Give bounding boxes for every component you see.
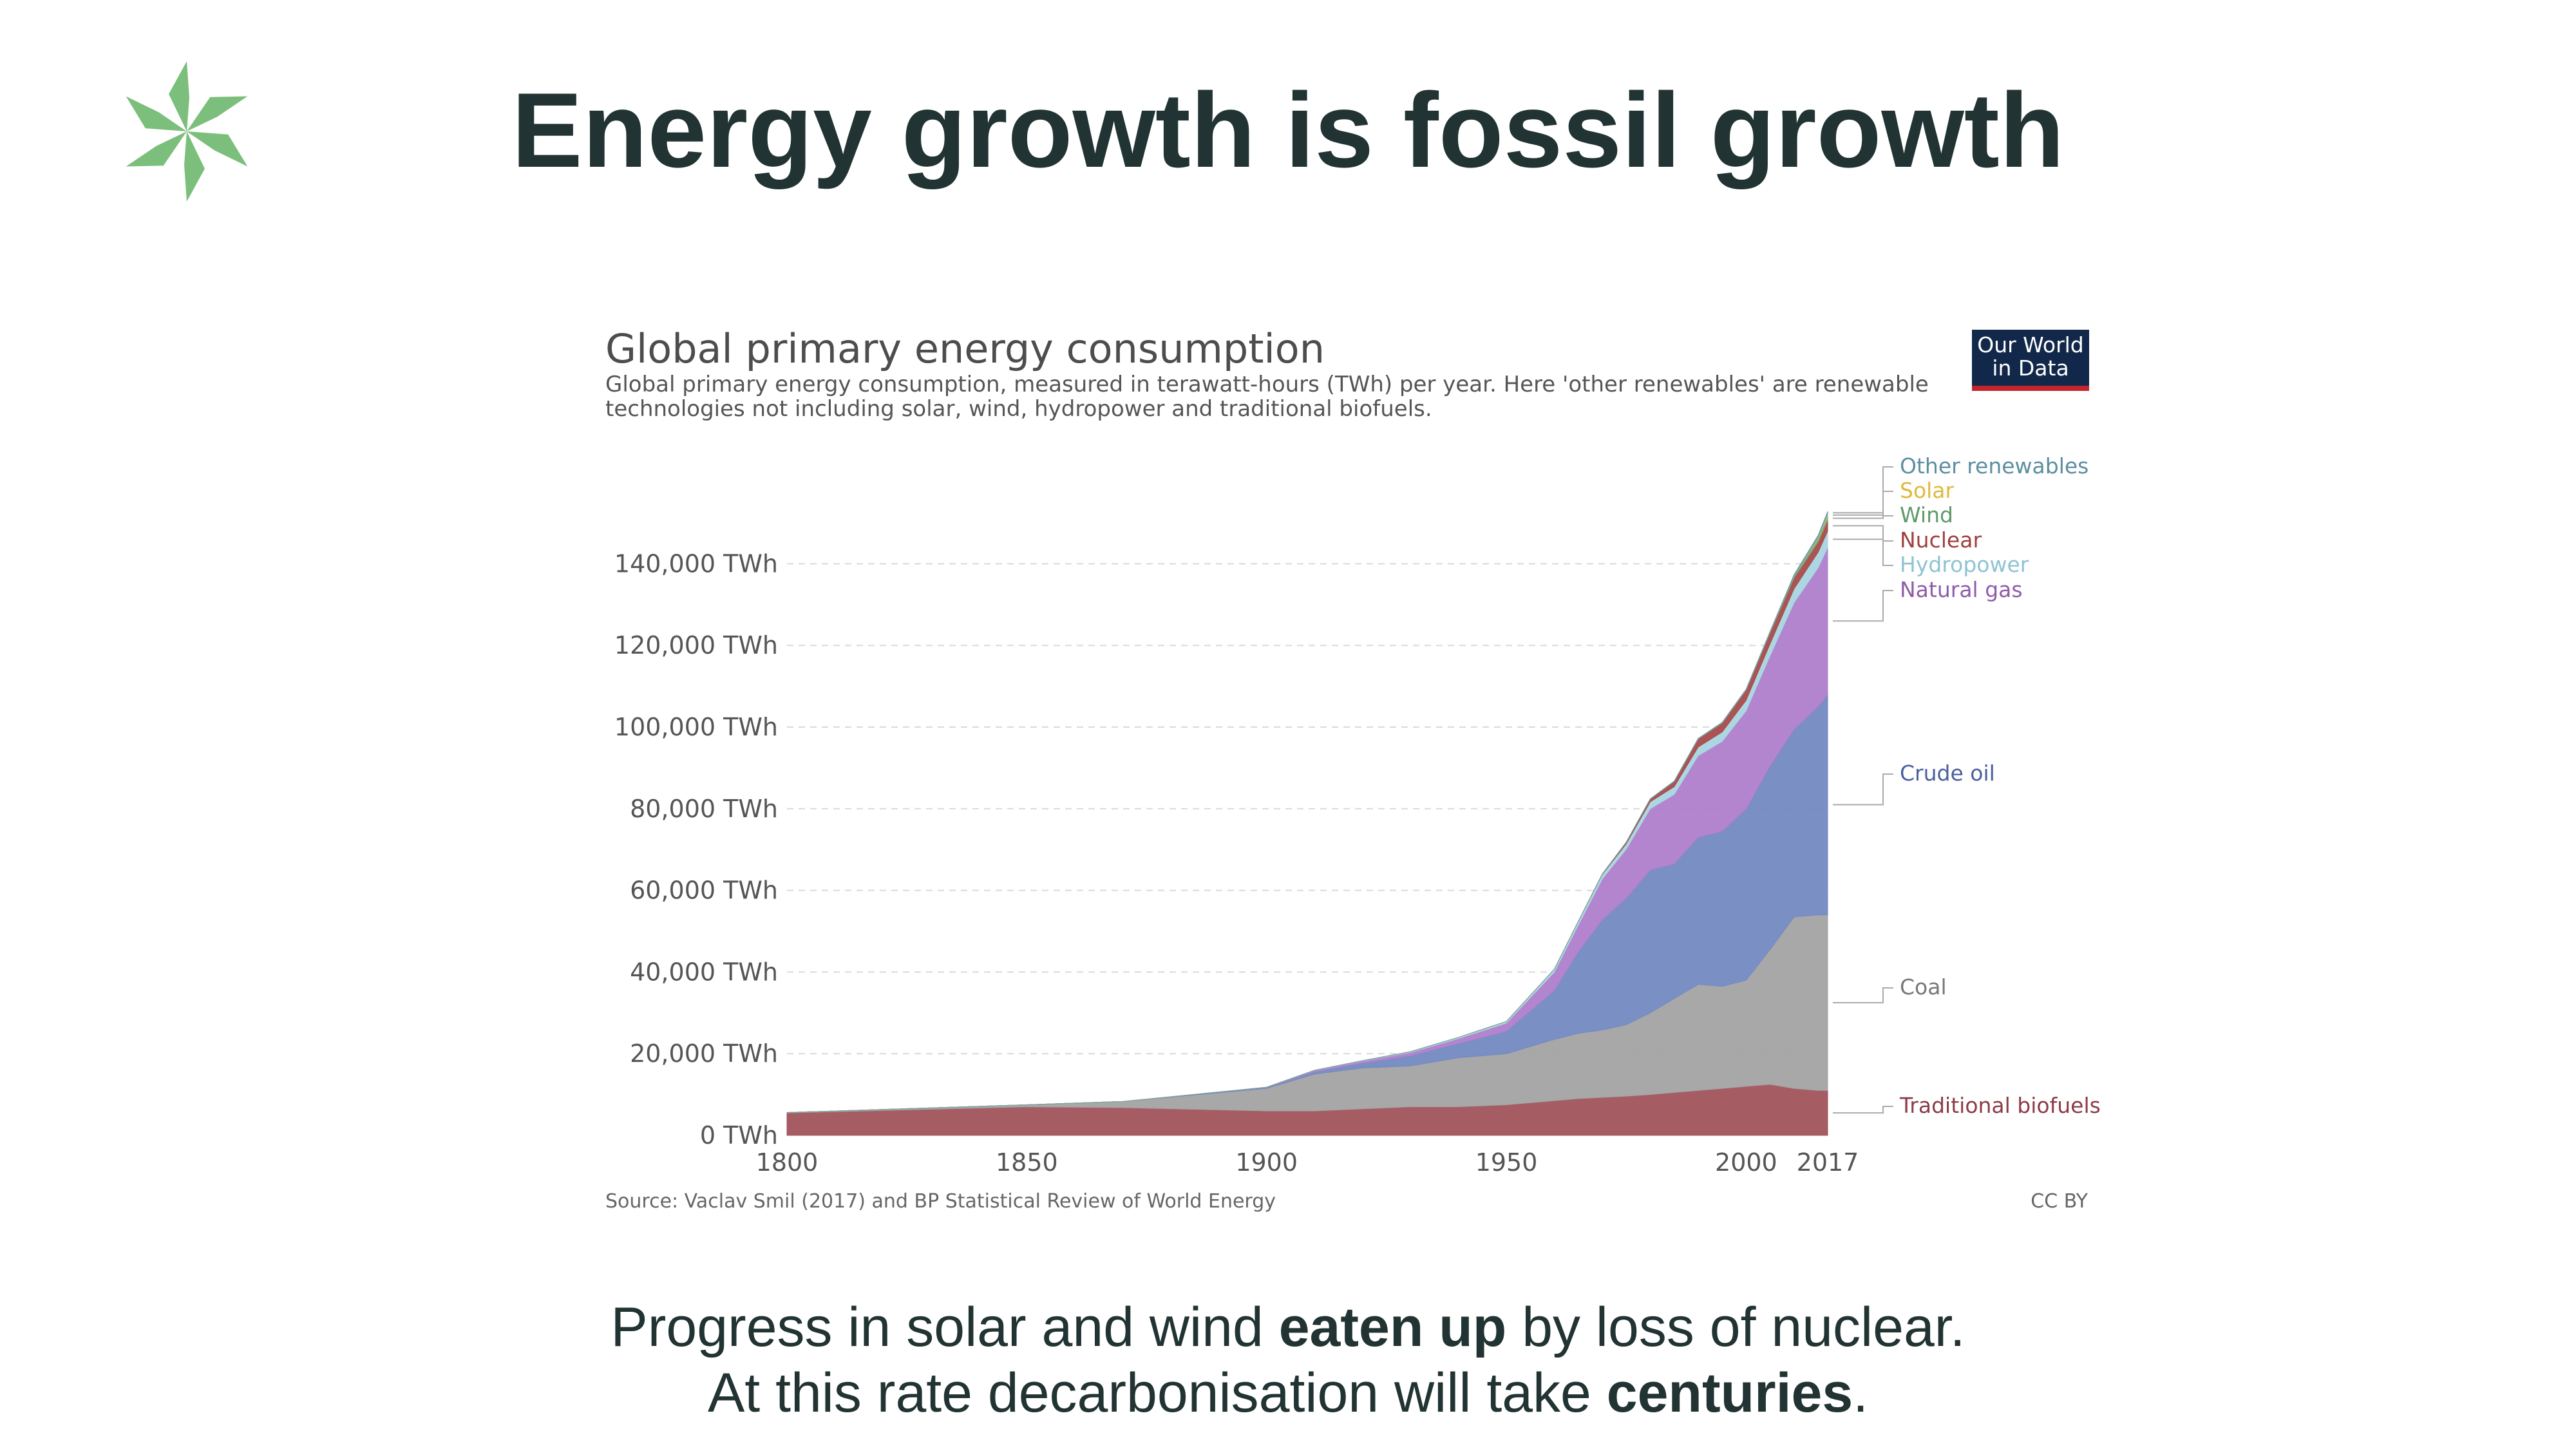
footer-text: .	[1853, 1362, 1869, 1424]
y-tick-label: 60,000 TWh	[630, 876, 778, 905]
x-tick-label: 2017	[1797, 1148, 1859, 1177]
legend-label: Crude oil	[1900, 761, 1995, 786]
y-tick-label: 80,000 TWh	[630, 795, 778, 823]
legend-leader-line	[1833, 466, 1893, 514]
badge-line-2: in Data	[1992, 355, 2069, 381]
legend-leader-line	[1833, 773, 1893, 806]
footer-text: by loss of nuclear.	[1506, 1296, 1965, 1358]
footer-line-2: At this rate decarbonisation will take c…	[0, 1360, 2576, 1426]
legend-leader-line	[1833, 491, 1893, 516]
legend-leader-line	[1833, 590, 1893, 622]
footer-text: Progress in solar and wind	[611, 1296, 1279, 1358]
our-world-in-data-badge[interactable]: Our World in Data	[1972, 330, 2089, 391]
legend-leader-line	[1833, 1106, 1893, 1114]
x-tick-label: 2000	[1715, 1148, 1777, 1177]
footer-text: At this rate decarbonisation will take	[707, 1362, 1607, 1424]
chart-subtitle: Global primary energy consumption, measu…	[605, 372, 1929, 422]
x-tick-label: 1800	[756, 1148, 819, 1177]
area-series	[786, 511, 1828, 1136]
chart-source: Source: Vaclav Smil (2017) and BP Statis…	[605, 1190, 1276, 1213]
logo-arm	[126, 96, 187, 131]
legend-label: Traditional biofuels	[1899, 1093, 2101, 1118]
y-axis-ticks: 0 TWh 20,000 TWh 40,000 TWh 60,000 TWh 80,00…	[614, 549, 778, 1150]
x-axis-ticks: 1800 1850 1900 1950 2000 2017	[756, 1148, 1859, 1177]
legend-leader-line	[1833, 987, 1893, 1003]
x-tick-label: 1950	[1475, 1148, 1538, 1177]
logo-arm	[126, 131, 187, 167]
asterisk-logo-icon	[126, 61, 248, 202]
footer-emphasis: centuries	[1606, 1362, 1853, 1424]
x-tick-label: 1900	[1235, 1148, 1298, 1177]
x-tick-label: 1850	[996, 1148, 1058, 1177]
badge-line-1: Our World	[1977, 332, 2084, 357]
chart-title: Global primary energy consumption	[605, 325, 1325, 372]
chart-license[interactable]: CC BY	[2031, 1190, 2088, 1213]
legend-label: Natural gas	[1900, 577, 2023, 602]
legend-leader-line	[1833, 538, 1893, 566]
y-tick-label: 140,000 TWh	[614, 549, 778, 578]
slide-footer: Progress in solar and wind eaten up by l…	[0, 1294, 2576, 1426]
logo-arm	[169, 61, 189, 131]
legend-leader-line	[1833, 525, 1893, 542]
y-tick-label: 100,000 TWh	[614, 713, 778, 741]
legend-label: Nuclear	[1900, 527, 1982, 553]
legend-label: Wind	[1900, 502, 1953, 527]
y-tick-label: 40,000 TWh	[630, 958, 778, 986]
logo-arm	[187, 131, 248, 167]
slide-title: Energy growth is fossil growth	[511, 71, 2065, 189]
legend-label: Coal	[1900, 974, 1947, 999]
legend-label: Hydropower	[1900, 552, 2029, 577]
legend-label: Other renewables	[1900, 453, 2088, 478]
logo-arm	[184, 131, 205, 202]
y-tick-label: 20,000 TWh	[630, 1039, 778, 1068]
logo-arm	[186, 96, 248, 131]
area-other-renewables	[786, 511, 1828, 1113]
y-tick-label: 0 TWh	[700, 1121, 778, 1150]
footer-line-1: Progress in solar and wind eaten up by l…	[0, 1294, 2576, 1360]
legend-label: Solar	[1900, 478, 1955, 503]
y-tick-label: 120,000 TWh	[614, 631, 778, 659]
legend: Traditional biofuels Coal Crude oil Natural…	[1833, 453, 2101, 1118]
footer-emphasis: eaten up	[1278, 1296, 1507, 1358]
legend-leader-line	[1833, 515, 1893, 519]
